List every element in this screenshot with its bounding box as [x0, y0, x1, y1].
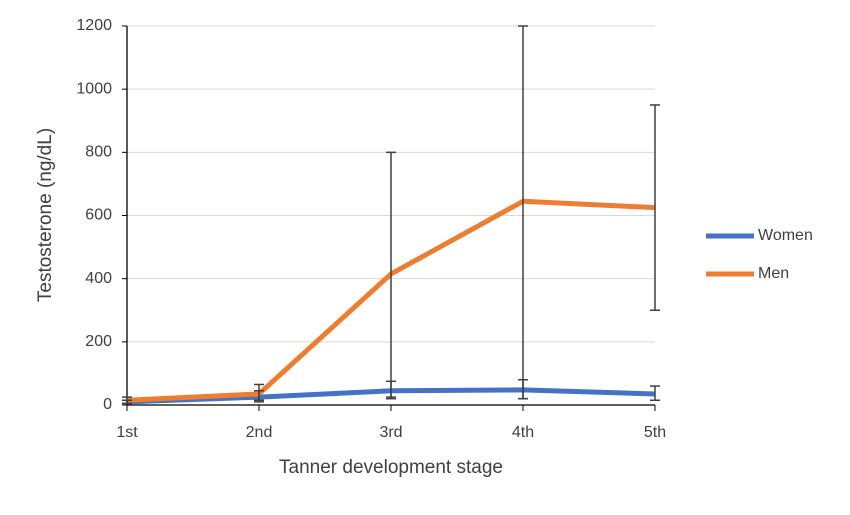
legend-label: Women: [758, 227, 813, 244]
x-tick-label: 3rd: [379, 424, 402, 441]
x-tick-label: 2nd: [246, 424, 273, 441]
y-tick-label: 600: [85, 207, 112, 224]
y-tick-label: 0: [103, 396, 112, 413]
y-tick-label: 400: [85, 270, 112, 287]
y-tick-label: 200: [85, 333, 112, 350]
x-axis-title: Tanner development stage: [279, 457, 503, 478]
x-tick-label: 1st: [116, 424, 138, 441]
y-axis-title: Testosterone (ng/dL): [35, 128, 56, 302]
y-tick-label: 1200: [76, 17, 112, 34]
y-tick-label: 800: [85, 144, 112, 161]
x-tick-label: 4th: [512, 424, 534, 441]
y-tick-label: 1000: [76, 80, 112, 97]
legend-label: Men: [758, 265, 789, 282]
x-tick-label: 5th: [644, 424, 666, 441]
